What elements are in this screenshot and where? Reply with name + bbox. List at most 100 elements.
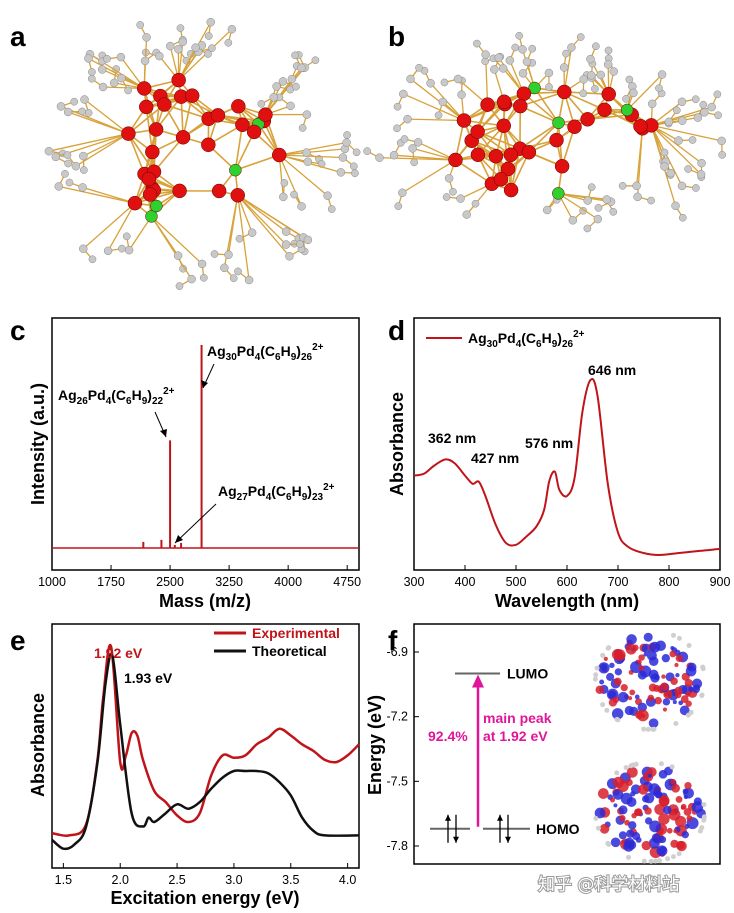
ag-atom (456, 113, 472, 128)
ligand-atom (641, 726, 647, 732)
carbon-atom (187, 274, 196, 284)
orbital-lobe (663, 805, 672, 815)
ligand-atom (614, 716, 620, 722)
carbon-atom (579, 89, 588, 98)
carbon-atom (342, 138, 351, 147)
ligand-atom (699, 692, 705, 698)
experimental-line (51, 643, 360, 837)
carbon-atom (71, 161, 81, 171)
peak-label-576: 576 nm (525, 435, 573, 451)
panel-letter-d: d (388, 315, 405, 346)
orbital-lobe (629, 689, 636, 696)
carbon-atom (44, 146, 54, 156)
carbon-atom (596, 70, 606, 80)
orbital-lobe (642, 795, 650, 803)
carbon-atom (61, 170, 69, 178)
orbital-lobe (628, 821, 637, 830)
bond (82, 202, 136, 250)
carbon-atom (567, 43, 576, 52)
ligand-atom (657, 858, 663, 864)
bond (237, 195, 250, 281)
carbon-atom (64, 159, 72, 168)
y-axis-label-f: Energy (eV) (365, 695, 385, 795)
carbon-atom (528, 44, 537, 53)
carbon-atom (278, 77, 288, 86)
orbital-lobe (672, 700, 677, 705)
carbon-atom (583, 224, 592, 233)
bond (48, 132, 129, 152)
mass-spectrum-panel: 1000 1750 2500 3250 4000 4750 Mass (m/z) Inte… (28, 317, 361, 611)
carbon-atom (244, 275, 254, 285)
carbon-atom (442, 193, 451, 201)
y-tick-label-f: -7.8 (386, 839, 408, 853)
carbon-atom (453, 74, 463, 84)
orbital-lobe (675, 654, 683, 662)
carbon-atom (287, 74, 297, 84)
carbon-atom (655, 84, 663, 93)
watermark: 知乎 @科学材料站 (538, 875, 679, 895)
carbon-atom (155, 51, 164, 61)
carbon-atom (462, 210, 471, 219)
x-tick-label-e: 2.0 (112, 873, 129, 887)
carbon-atom (79, 151, 88, 161)
carbon-atom (173, 251, 183, 260)
carbon-atom (204, 32, 213, 40)
bond (557, 192, 599, 220)
ligand-atom (648, 858, 654, 864)
carbon-atom (618, 182, 627, 190)
ag-atom (480, 97, 495, 112)
carbon-atom (297, 202, 306, 211)
carbon-atom (65, 178, 74, 187)
carbon-atom (505, 56, 515, 65)
orbital-lobe (670, 677, 678, 685)
pd-atom (150, 199, 163, 213)
x-tick-label-c: 4000 (274, 575, 302, 589)
carbon-atom (684, 165, 693, 173)
peak-label-experimental: 1.92 eV (94, 645, 143, 661)
carbon-atom (394, 202, 403, 210)
ag-atom (136, 81, 152, 96)
arrowhead-ag26 (160, 429, 167, 437)
carbon-atom (542, 205, 552, 215)
orbital-lobe (606, 672, 615, 681)
carbon-atom (116, 52, 126, 62)
carbon-atom (280, 179, 289, 187)
orbital-lobe (658, 813, 670, 825)
ligand-atom (665, 856, 671, 862)
orbital-lobe (610, 837, 621, 848)
carbon-atom (351, 169, 359, 178)
x-tick-label-d: 900 (710, 575, 731, 589)
carbon-atom (677, 181, 687, 191)
carbon-atom (696, 170, 706, 179)
carbon-atom (449, 187, 457, 196)
bond (237, 194, 290, 257)
bond (523, 93, 560, 124)
arrowhead-ag27 (175, 535, 183, 543)
carbon-atom (352, 148, 361, 157)
carbon-atom (51, 152, 61, 162)
carbon-atom (311, 56, 320, 65)
bond (84, 98, 129, 135)
orbital-lobe (675, 795, 683, 803)
carbon-atom (602, 195, 611, 204)
ag-atom (493, 171, 509, 187)
orbital-lobe (618, 831, 627, 840)
ligand-atom (645, 726, 651, 732)
ligand-atom (594, 665, 600, 671)
carbon-atom (593, 214, 603, 224)
bond (626, 74, 663, 111)
annotation-ag30: Ag30Pd4(C6H9)262+ (207, 342, 324, 363)
ligand-atom (593, 672, 599, 678)
ag-atom (516, 86, 532, 101)
legend-label-d: Ag30Pd4(C6H9)262+ (468, 329, 585, 350)
x-tick-label-d: 300 (404, 575, 425, 589)
orbital-lobe (648, 837, 660, 849)
orbital-lobe (634, 694, 640, 700)
carbon-atom (594, 203, 603, 212)
orbital-lobe (638, 654, 645, 661)
panel-letter-c: c (10, 315, 26, 346)
orbital-lobe (670, 646, 675, 651)
carbon-atom (272, 82, 281, 91)
transition-label-line1: main peak (483, 710, 552, 726)
orbital-lobe (683, 808, 692, 816)
